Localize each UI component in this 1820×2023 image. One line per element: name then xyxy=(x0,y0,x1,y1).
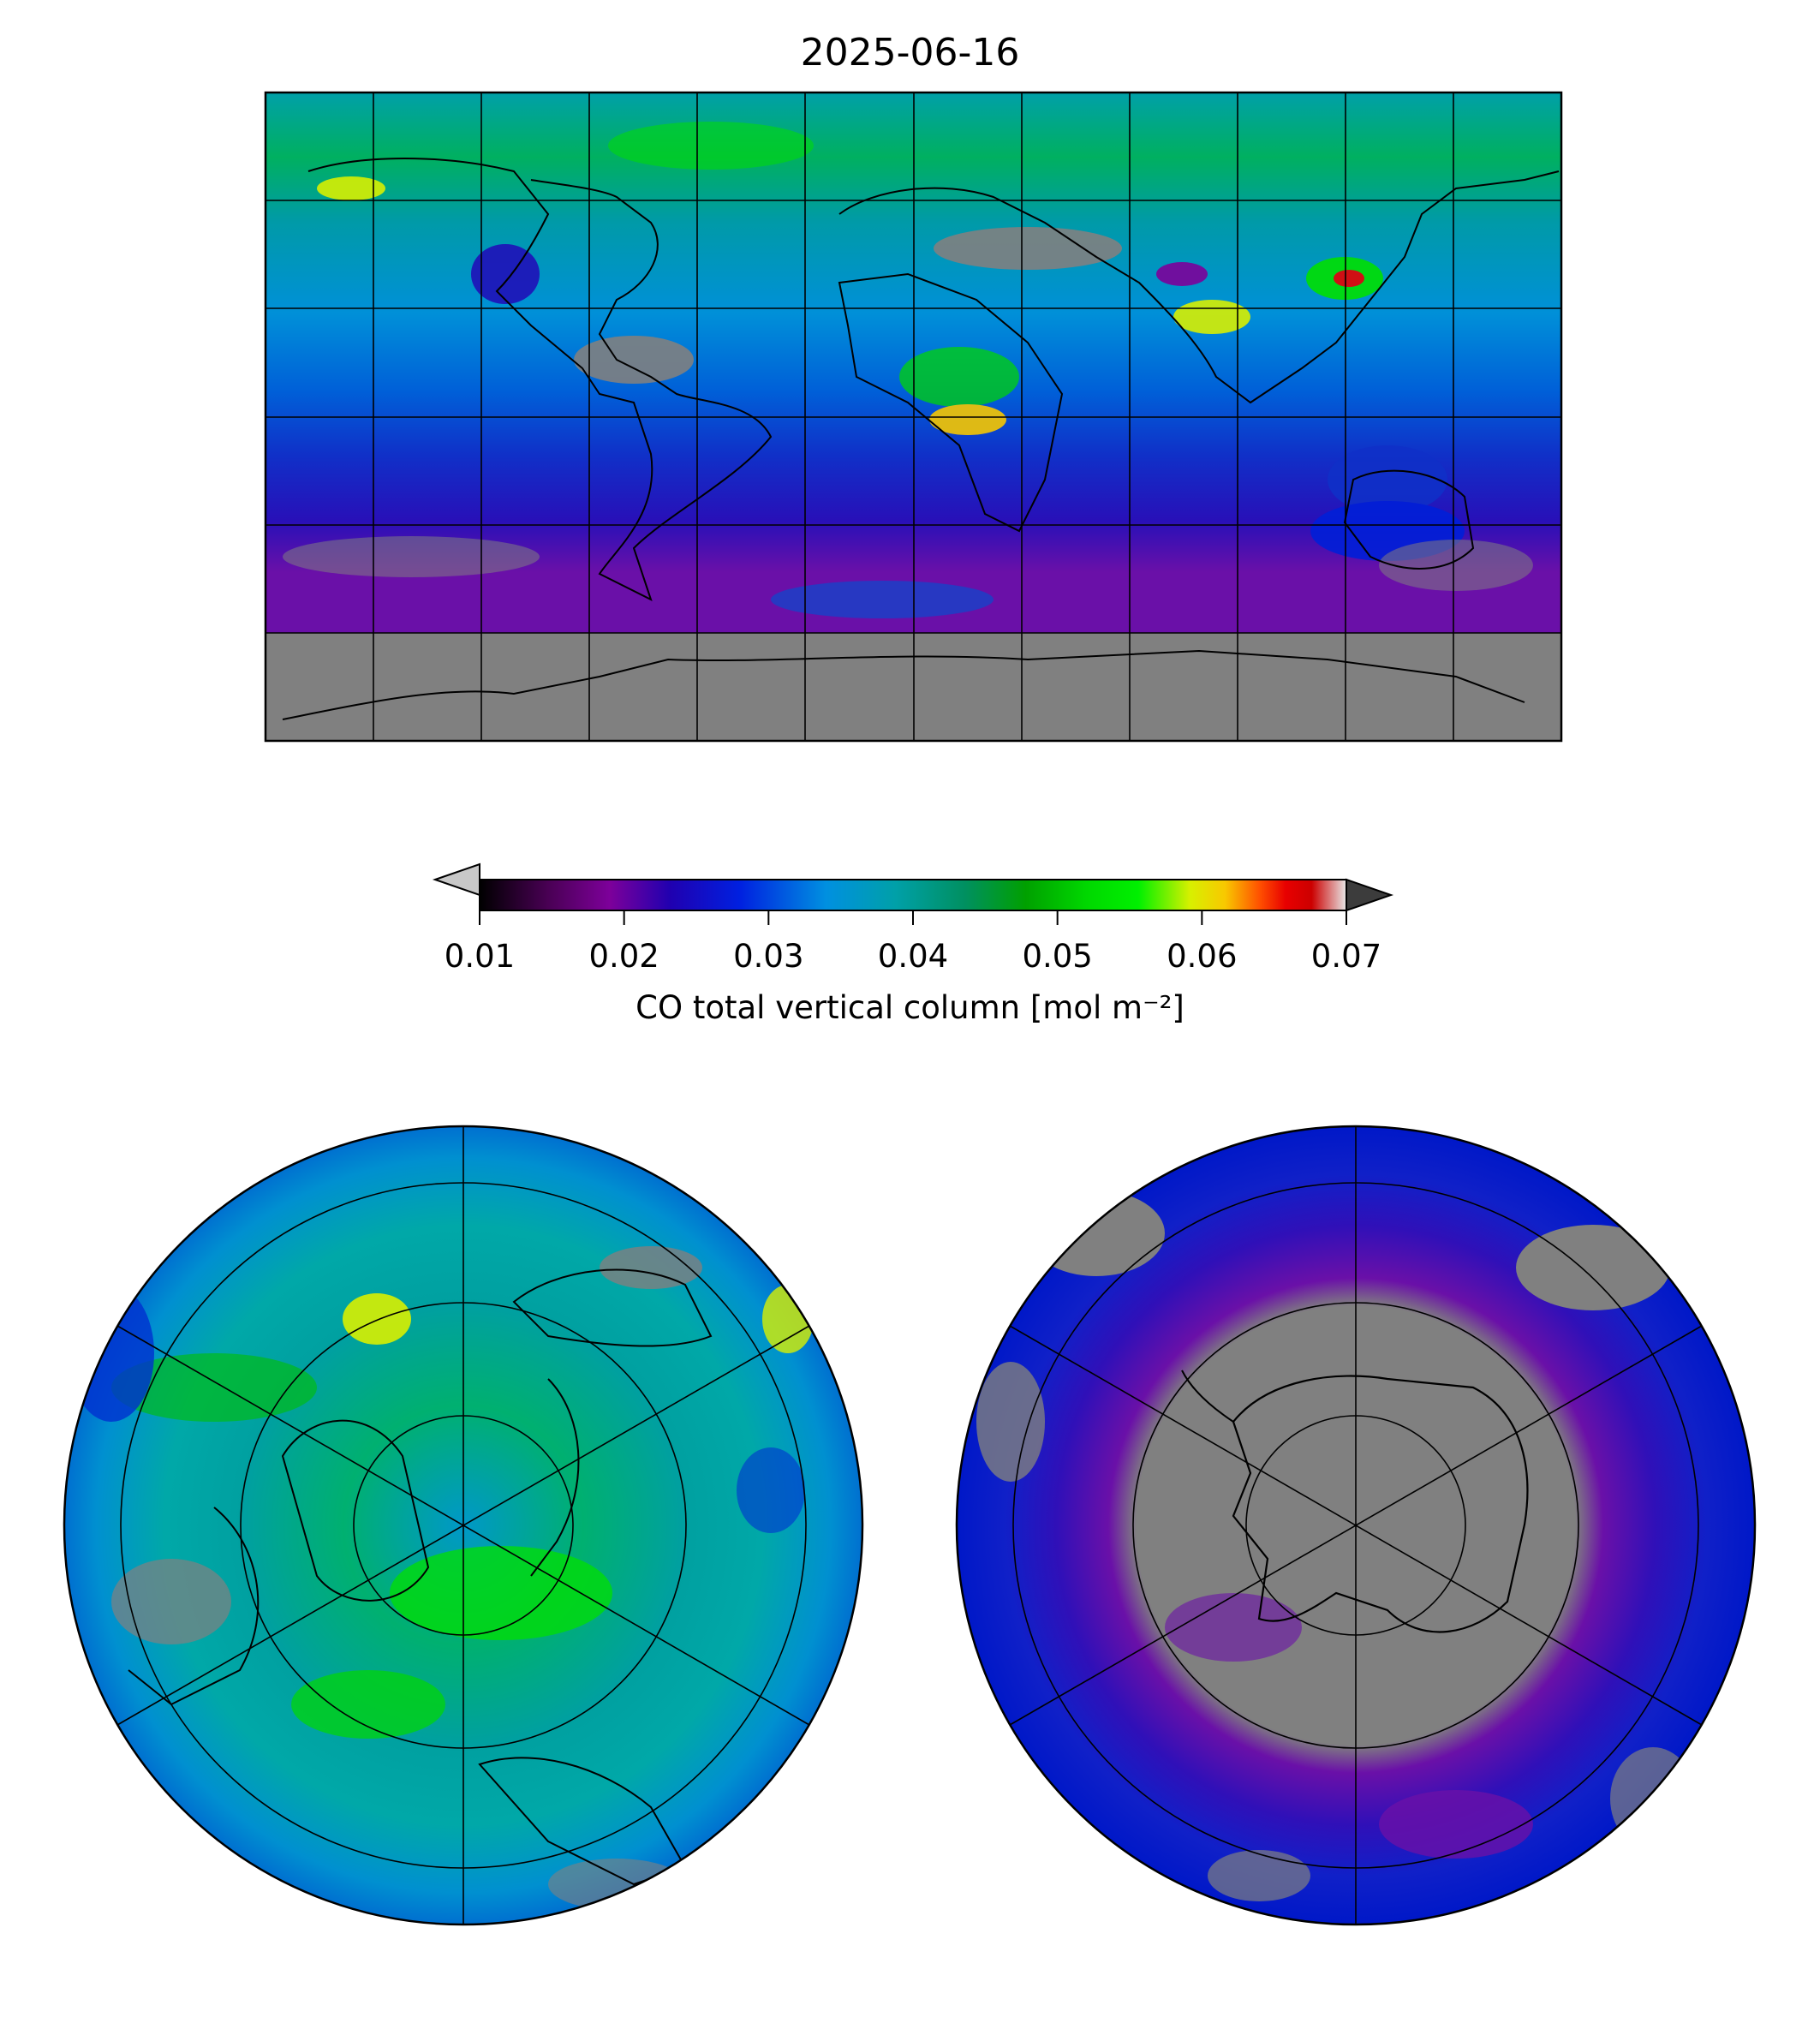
colorbar-tick-label: 0.05 xyxy=(1022,938,1093,975)
global-map-frame xyxy=(264,91,1563,743)
colorbar-label: CO total vertical column [mol m⁻²] xyxy=(636,989,1184,1026)
global-coastlines xyxy=(282,158,1560,720)
colorbar-ticks xyxy=(479,910,1347,925)
global-map xyxy=(264,91,1563,743)
colorbar-tick-label: 0.03 xyxy=(733,938,804,975)
figure-title: 2025-06-16 xyxy=(800,31,1020,75)
colorbar xyxy=(432,862,1394,925)
colorbar-tick-label: 0.02 xyxy=(588,938,659,975)
colorbar-over-extend xyxy=(1346,878,1394,912)
colorbar-gradient xyxy=(480,880,1346,910)
colorbar-tick-label: 0.04 xyxy=(877,938,949,975)
colorbar-tick-label: 0.06 xyxy=(1167,938,1238,975)
north-map-frame xyxy=(63,1125,864,1926)
antarctica-coastline xyxy=(1232,1375,1529,1633)
north-polar-map xyxy=(63,1125,864,1926)
global-graticule xyxy=(266,92,1561,741)
colorbar-tick-label: 0.01 xyxy=(444,938,516,975)
south-polar-map xyxy=(955,1125,1757,1926)
colorbar-tick-label: 0.07 xyxy=(1310,938,1382,975)
global-co-features xyxy=(283,122,1533,618)
colorbar-under-extend xyxy=(432,862,480,897)
south-map-frame xyxy=(955,1125,1757,1926)
